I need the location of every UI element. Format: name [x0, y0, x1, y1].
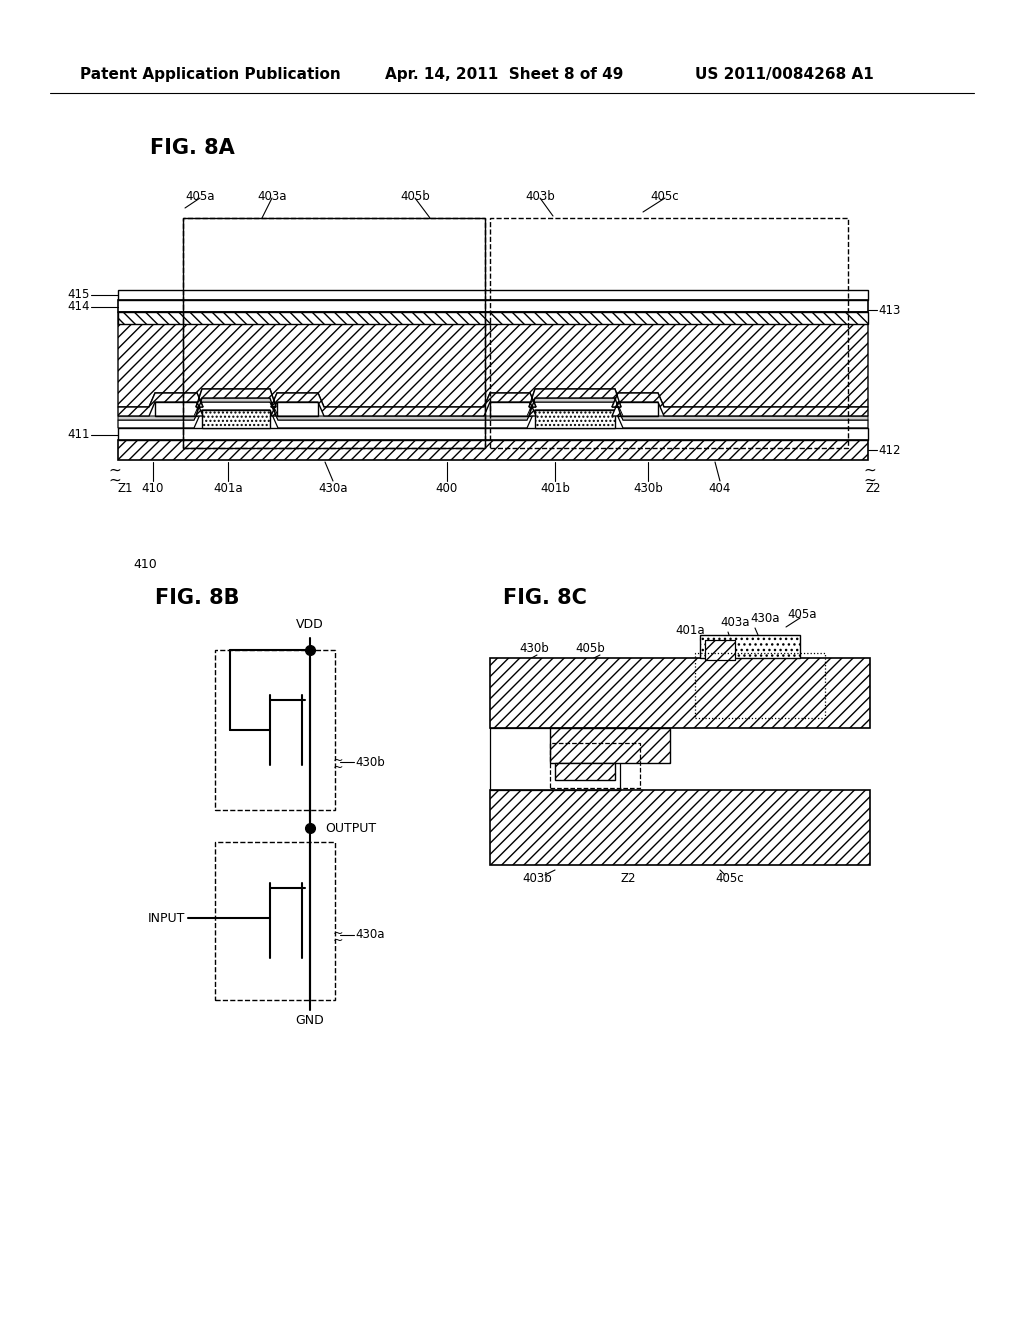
Text: 430b: 430b [633, 482, 663, 495]
Text: 403a: 403a [257, 190, 287, 202]
Polygon shape [550, 729, 670, 763]
Text: ~: ~ [863, 462, 877, 478]
Polygon shape [118, 440, 868, 459]
Text: Apr. 14, 2011  Sheet 8 of 49: Apr. 14, 2011 Sheet 8 of 49 [385, 67, 624, 82]
Bar [695, 653, 825, 718]
Polygon shape [535, 411, 615, 428]
Text: 415: 415 [68, 289, 90, 301]
Polygon shape [490, 789, 870, 865]
Text: 405b: 405b [575, 642, 605, 655]
Text: ~: ~ [109, 473, 122, 487]
Text: 430b: 430b [355, 755, 385, 768]
Polygon shape [118, 399, 868, 420]
Text: FIG. 8A: FIG. 8A [150, 139, 234, 158]
Text: 403a: 403a [720, 616, 750, 630]
Text: 430a: 430a [751, 611, 779, 624]
Text: ~: ~ [333, 933, 343, 946]
Text: Z1: Z1 [118, 482, 133, 495]
Bar [550, 743, 640, 788]
Text: INPUT: INPUT [147, 912, 185, 924]
Bar [183, 218, 485, 447]
Text: 404: 404 [709, 482, 731, 495]
Text: 401b: 401b [625, 742, 655, 755]
Text: FIG. 8B: FIG. 8B [155, 587, 240, 609]
Bar [490, 218, 848, 447]
Text: 401a: 401a [675, 623, 705, 636]
Text: ~: ~ [863, 473, 877, 487]
Polygon shape [705, 640, 735, 660]
Text: 405c: 405c [650, 190, 679, 202]
Text: 405a: 405a [185, 190, 215, 202]
Text: 414: 414 [68, 301, 90, 314]
Text: FIG. 8C: FIG. 8C [503, 587, 587, 609]
Text: ~: ~ [109, 462, 122, 478]
Text: 405a: 405a [787, 607, 817, 620]
Text: 413: 413 [878, 304, 900, 317]
Text: 401b: 401b [540, 482, 570, 495]
Text: OUTPUT: OUTPUT [325, 821, 376, 834]
Polygon shape [555, 763, 615, 780]
Text: 410: 410 [133, 558, 157, 572]
Text: 430b: 430b [519, 642, 549, 655]
Text: GND: GND [296, 1014, 325, 1027]
Text: VDD: VDD [296, 619, 324, 631]
Text: 412: 412 [878, 444, 900, 457]
Text: 430a: 430a [318, 482, 348, 495]
Polygon shape [490, 657, 870, 729]
Text: Z2: Z2 [621, 871, 636, 884]
Text: Z1: Z1 [812, 705, 827, 718]
Text: 403b: 403b [522, 871, 552, 884]
Polygon shape [700, 635, 800, 657]
Text: 403b: 403b [525, 190, 555, 202]
Text: US 2011/0084268 A1: US 2011/0084268 A1 [695, 67, 873, 82]
Text: ~: ~ [333, 927, 343, 940]
Text: Z2: Z2 [865, 482, 881, 495]
Text: ~: ~ [333, 760, 343, 774]
Polygon shape [118, 389, 868, 416]
Text: Patent Application Publication: Patent Application Publication [80, 67, 341, 82]
Text: 430a: 430a [355, 928, 384, 941]
Text: 401a: 401a [213, 482, 243, 495]
Polygon shape [118, 312, 868, 407]
Polygon shape [202, 411, 270, 428]
Text: 400: 400 [436, 482, 458, 495]
Text: 411: 411 [68, 429, 90, 441]
Polygon shape [118, 312, 868, 323]
Text: 410: 410 [141, 482, 164, 495]
Text: ~: ~ [333, 754, 343, 767]
Text: 405b: 405b [400, 190, 430, 202]
Text: 405c: 405c [716, 871, 744, 884]
